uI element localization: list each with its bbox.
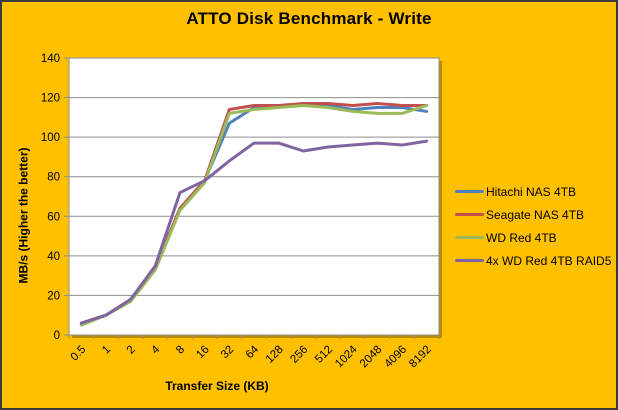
- x-axis-tick-label: 8: [174, 344, 187, 357]
- legend-line-swatch: [455, 213, 484, 216]
- x-axis-tick-label: 1: [100, 344, 113, 357]
- x-axis-tick-label: 4096: [383, 344, 410, 371]
- legend-item-4x-wd-red-4tb-raid5: 4x WD Red 4TB RAID5: [455, 249, 611, 272]
- x-axis-tick-label: 1024: [333, 343, 360, 370]
- y-axis-title: MB/s (Higher the better): [16, 147, 31, 284]
- legend: Hitachi NAS 4TB Seagate NAS 4TB WD Red 4TB…: [455, 180, 611, 272]
- x-axis-tick-label: 32: [219, 344, 237, 362]
- legend-label: Seagate NAS 4TB: [486, 207, 585, 222]
- x-axis-tick-label: 256: [288, 344, 310, 366]
- x-axis-tick-label: 0.5: [69, 344, 89, 364]
- y-axis-tick-label: 80: [47, 172, 60, 184]
- x-axis-tick-label: 4: [149, 343, 162, 356]
- x-axis-tick-label: 2048: [358, 344, 385, 371]
- x-axis-tick-label: 512: [313, 344, 335, 366]
- legend-line-swatch: [455, 190, 484, 193]
- y-axis-tick-label: 140: [41, 53, 60, 65]
- y-axis-tick-label: 60: [47, 211, 60, 223]
- x-axis-tick-label: 8192: [407, 344, 434, 371]
- y-axis-tick-label: 0: [54, 330, 60, 342]
- x-axis-tick-label: 16: [194, 344, 212, 362]
- legend-item-wd-red-4tb: WD Red 4TB: [455, 226, 611, 249]
- x-axis-title: Transfer Size (KB): [165, 379, 269, 393]
- x-axis-tick-label: 128: [264, 344, 286, 366]
- x-axis-tick-label: 2: [125, 344, 138, 357]
- series-line-wd-red-4tb: [79, 103, 429, 327]
- legend-item-hitachi-nas-4tb: Hitachi NAS 4TB: [455, 180, 611, 203]
- x-axis-tick-label: 64: [244, 343, 262, 361]
- plot-background: [68, 57, 440, 336]
- legend-label: 4x WD Red 4TB RAID5: [486, 253, 612, 268]
- y-axis-tick-label: 100: [41, 132, 60, 144]
- legend-line-swatch: [455, 236, 484, 239]
- legend-line-swatch: [455, 259, 484, 262]
- y-axis-tick-label: 20: [47, 290, 60, 302]
- legend-label: Hitachi NAS 4TB: [486, 184, 577, 199]
- y-axis-tick-label: 120: [41, 93, 60, 105]
- legend-item-seagate-nas-4tb: Seagate NAS 4TB: [455, 203, 611, 226]
- series-line-4x-wd-red-4tb-raid5: [79, 139, 429, 325]
- legend-label: WD Red 4TB: [486, 230, 557, 245]
- y-axis-tick-label: 40: [47, 251, 60, 263]
- chart-title: ATTO Disk Benchmark - Write: [186, 9, 432, 28]
